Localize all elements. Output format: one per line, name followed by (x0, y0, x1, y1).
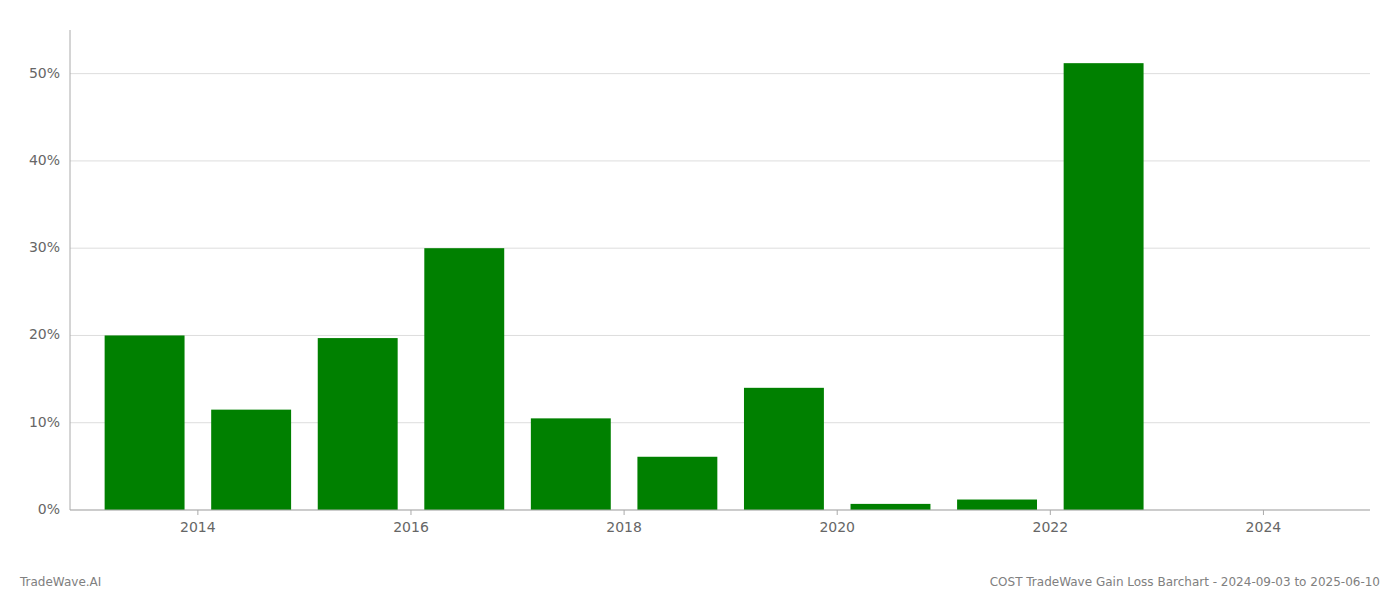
x-tick (1050, 510, 1051, 515)
y-axis: 0% 10% 20% 30% 40% 50% (29, 30, 1370, 517)
x-tick-label: 2022 (1033, 519, 1069, 535)
grid-line (70, 160, 1370, 161)
x-tick (1263, 510, 1264, 515)
grid-line (70, 335, 1370, 336)
x-tick-label: 2020 (819, 519, 855, 535)
y-tick-label: 20% (29, 326, 60, 342)
footer-right: COST TradeWave Gain Loss Barchart - 2024… (990, 575, 1380, 589)
grid-line (70, 510, 1370, 511)
bar (851, 504, 931, 510)
bar (531, 418, 611, 510)
y-tick-label: 0% (38, 501, 60, 517)
x-tick (410, 510, 411, 515)
x-axis-line (70, 510, 1370, 511)
bar (1064, 63, 1144, 510)
y-tick-label: 10% (29, 414, 60, 430)
bar (744, 388, 824, 510)
bar (105, 335, 185, 510)
bar (318, 338, 398, 510)
y-axis-line (70, 30, 71, 510)
x-axis: 2014 2016 2018 2020 2022 2024 (70, 510, 1370, 535)
x-tick-label: 2024 (1246, 519, 1282, 535)
bar (637, 457, 717, 510)
x-tick-label: 2014 (180, 519, 216, 535)
grid-line (70, 248, 1370, 249)
x-tick (837, 510, 838, 515)
x-tick (197, 510, 198, 515)
x-tick-label: 2016 (393, 519, 429, 535)
y-tick-label: 40% (29, 152, 60, 168)
bar (211, 410, 291, 510)
chart: 0% 10% 20% 30% 40% 50% 2014 2016 2018 2020 2022 202… (0, 0, 1400, 600)
x-tick-label: 2018 (606, 519, 642, 535)
bars (105, 63, 1144, 510)
grid-line (70, 73, 1370, 74)
y-tick-label: 50% (29, 65, 60, 81)
y-tick-label: 30% (29, 239, 60, 255)
footer-left: TradeWave.AI (19, 575, 101, 589)
bar (424, 248, 504, 510)
bar (957, 500, 1037, 510)
x-tick (624, 510, 625, 515)
